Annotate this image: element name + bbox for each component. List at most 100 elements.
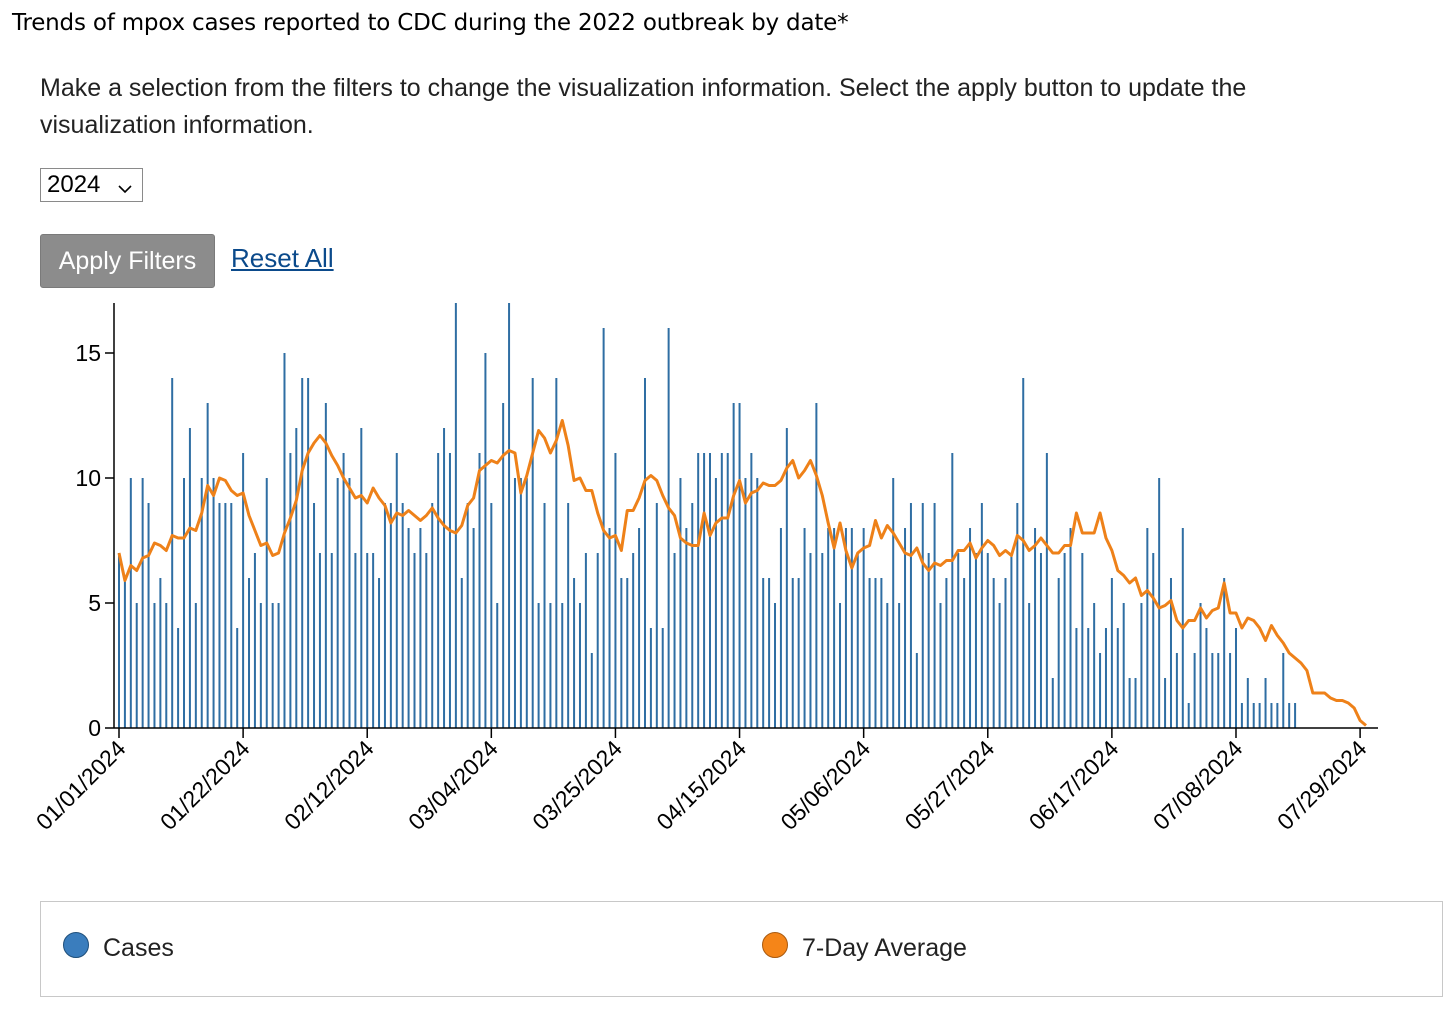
cases-bar[interactable] [951,453,954,728]
cases-bar[interactable] [679,478,682,728]
cases-bar[interactable] [289,453,292,728]
cases-bar[interactable] [685,528,688,728]
cases-bar[interactable] [1193,653,1196,728]
cases-bar[interactable] [909,503,912,728]
cases-bar[interactable] [407,528,410,728]
cases-bar[interactable] [484,353,487,728]
cases-bar[interactable] [1152,553,1155,728]
cases-bar[interactable] [969,528,972,728]
cases-bar[interactable] [318,553,321,728]
cases-bar[interactable] [596,553,599,728]
cases-bar[interactable] [720,453,723,728]
cases-bar[interactable] [165,603,168,728]
cases-bar[interactable] [697,453,700,728]
cases-bar[interactable] [206,403,209,728]
cases-bar[interactable] [543,503,546,728]
cases-bar[interactable] [1205,628,1208,728]
cases-bar[interactable] [1057,578,1060,728]
cases-bar[interactable] [844,528,847,728]
cases-bar[interactable] [537,603,540,728]
cases-bar[interactable] [620,578,623,728]
cases-bar[interactable] [614,453,617,728]
cases-bar[interactable] [525,478,528,728]
legend-item-average[interactable]: 7-Day Average [762,926,967,963]
cases-bar[interactable] [626,578,629,728]
cases-bar[interactable] [490,503,493,728]
cases-bar[interactable] [567,503,570,728]
cases-bar[interactable] [850,528,853,728]
cases-bar[interactable] [785,428,788,728]
cases-bar[interactable] [330,553,333,728]
cases-bar[interactable] [797,578,800,728]
cases-bar[interactable] [1276,703,1279,728]
cases-bar[interactable] [1187,703,1190,728]
cases-bar[interactable] [259,603,262,728]
cases-bar[interactable] [673,553,676,728]
cases-bar[interactable] [584,553,587,728]
cases-bar[interactable] [141,478,144,728]
cases-bar[interactable] [401,503,404,728]
cases-bar[interactable] [454,303,457,728]
cases-bar[interactable] [1051,678,1054,728]
cases-bar[interactable] [188,428,191,728]
cases-bar[interactable] [1240,703,1243,728]
cases-bar[interactable] [466,503,469,728]
cases-bar[interactable] [313,503,316,728]
cases-bar[interactable] [443,428,446,728]
legend-item-cases[interactable]: Cases [63,926,174,963]
cases-bar[interactable] [307,378,310,728]
cases-bar[interactable] [691,503,694,728]
cases-bar[interactable] [218,503,221,728]
cases-bar[interactable] [135,603,138,728]
cases-bar[interactable] [874,578,877,728]
cases-bar[interactable] [496,603,499,728]
cases-bar[interactable] [1146,528,1149,728]
cases-bar[interactable] [561,603,564,728]
cases-bar[interactable] [448,453,451,728]
cases-bar[interactable] [123,578,126,728]
cases-bar[interactable] [1087,628,1090,728]
cases-bar[interactable] [974,553,977,728]
cases-bar[interactable] [437,453,440,728]
cases-bar[interactable] [898,603,901,728]
cases-bar[interactable] [886,603,889,728]
cases-bar[interactable] [892,478,895,728]
cases-bar[interactable] [283,353,286,728]
apply-filters-button[interactable]: Apply Filters [40,234,215,288]
cases-bar[interactable] [431,503,434,728]
cases-bar[interactable] [1175,653,1178,728]
cases-bar[interactable] [963,578,966,728]
cases-bar[interactable] [939,603,942,728]
cases-bar[interactable] [1104,628,1107,728]
cases-bar[interactable] [372,553,375,728]
cases-bar[interactable] [1164,678,1167,728]
cases-bar[interactable] [171,378,174,728]
cases-bar[interactable] [472,528,475,728]
cases-bar[interactable] [531,378,534,728]
cases-bar[interactable] [862,528,865,728]
cases-bar[interactable] [868,578,871,728]
cases-bar[interactable] [460,578,463,728]
cases-bar[interactable] [277,603,280,728]
cases-bar[interactable] [366,553,369,728]
cases-bar[interactable] [1211,653,1214,728]
cases-bar[interactable] [265,478,268,728]
cases-bar[interactable] [395,453,398,728]
cases-bar[interactable] [779,528,782,728]
cases-bar[interactable] [667,328,670,728]
cases-bar[interactable] [714,478,717,728]
cases-bar[interactable] [986,553,989,728]
cases-bar[interactable] [1252,703,1255,728]
cases-bar[interactable] [791,578,794,728]
cases-bar[interactable] [389,503,392,728]
cases-bar[interactable] [549,603,552,728]
cases-bar[interactable] [1116,628,1119,728]
cases-bar[interactable] [1134,678,1137,728]
cases-bar[interactable] [1010,553,1013,728]
cases-bar[interactable] [1016,503,1019,728]
cases-bar[interactable] [212,478,215,728]
cases-bar[interactable] [295,428,298,728]
cases-bar[interactable] [980,503,983,728]
cases-bar[interactable] [649,628,652,728]
cases-bar[interactable] [555,378,558,728]
